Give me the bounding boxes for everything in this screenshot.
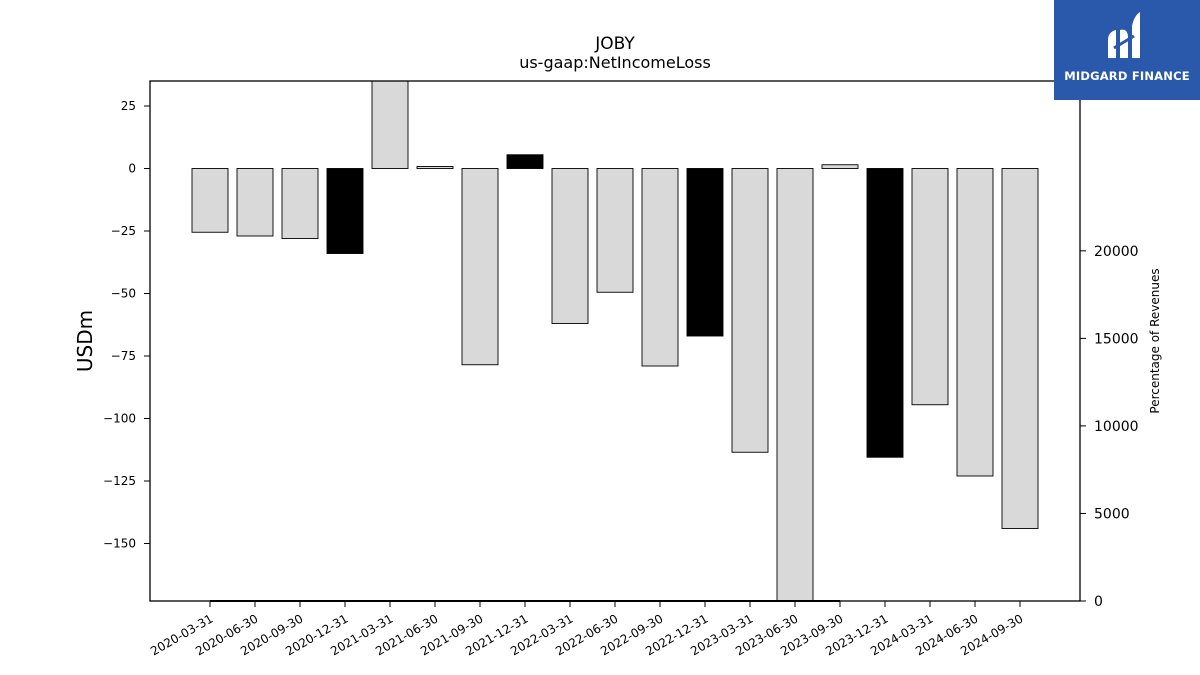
bars-group: [191, 80, 1039, 602]
bar-2022-12-31: [686, 168, 724, 337]
bar-2021-09-30: [461, 168, 499, 366]
y-tick-label: −25: [111, 224, 136, 238]
y-tick-label: −150: [103, 537, 136, 551]
chart-subtitle: us-gaap:NetIncomeLoss: [519, 53, 711, 72]
bar-2021-06-30: [416, 166, 454, 169]
y2-tick-label: 15000: [1094, 331, 1139, 347]
y2-tick-label: 10000: [1094, 419, 1139, 435]
bar-2021-12-31: [506, 154, 544, 169]
bar-2024-09-30: [1001, 168, 1039, 529]
bar-2023-06-30: [776, 168, 814, 602]
bar-2022-06-30: [596, 168, 634, 293]
y-axis-label: USDm: [73, 310, 97, 372]
y2-tick-label: 0: [1094, 594, 1103, 610]
bar-2022-03-31: [551, 168, 589, 324]
bar-2023-12-31: [866, 168, 904, 458]
midgard-logo-mark-icon: [1108, 12, 1140, 58]
chart-title: JOBY: [594, 34, 635, 54]
logo-text: MIDGARD FINANCE: [1064, 69, 1190, 83]
bar-2020-09-30: [281, 168, 319, 239]
bar-2022-09-30: [641, 168, 679, 367]
bar-2024-03-31: [911, 168, 949, 406]
y-axis-ticks: 25 0 −25 −50 −75 −100 −125 −150: [103, 99, 150, 551]
y-tick-label: 0: [128, 162, 136, 176]
bar-2021-03-31: [371, 80, 409, 169]
y2-axis-ticks: 0 5000 10000 15000 20000: [1080, 244, 1139, 610]
y-tick-label: −75: [111, 349, 136, 363]
y2-axis-label: Percentage of Revenues: [1148, 268, 1162, 413]
x-axis-ticks: 2020-03-312020-06-302020-09-302020-12-31…: [148, 601, 1026, 658]
y2-tick-label: 20000: [1094, 244, 1139, 260]
bar-2020-06-30: [236, 168, 274, 237]
bar-2023-09-30: [821, 164, 859, 169]
bar-2024-06-30: [956, 168, 994, 477]
midgard-finance-logo: MIDGARD FINANCE: [1054, 0, 1200, 100]
bar-2020-12-31: [326, 168, 364, 254]
bar-2023-03-31: [731, 168, 769, 453]
bar-2020-03-31: [191, 168, 229, 233]
y-tick-label: −125: [103, 474, 136, 488]
y-tick-label: 25: [121, 99, 136, 113]
y-tick-label: −50: [111, 287, 136, 301]
y-tick-label: −100: [103, 412, 136, 426]
y2-tick-label: 5000: [1094, 506, 1130, 522]
